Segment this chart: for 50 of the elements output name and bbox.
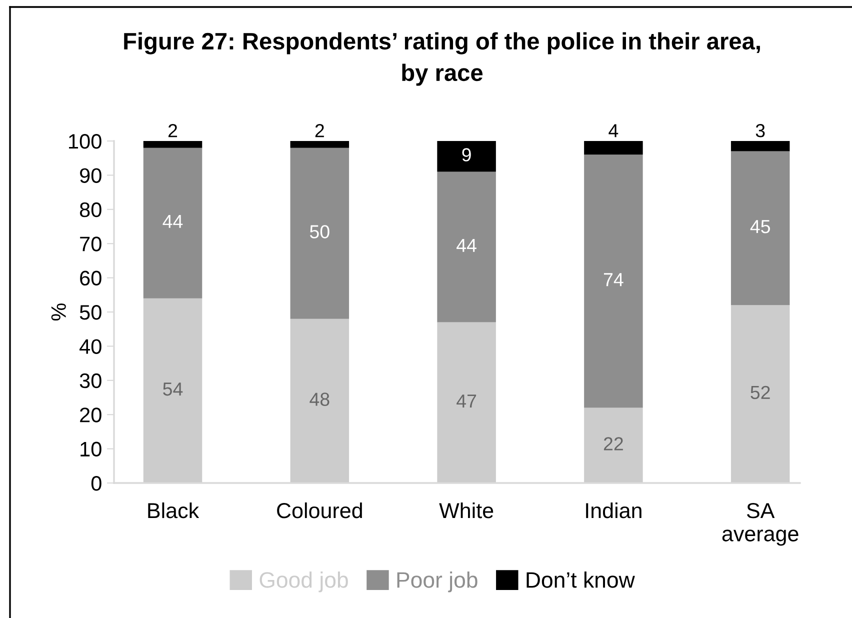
y-tick-label: 0: [91, 476, 102, 491]
y-tick-label: 20: [80, 408, 102, 422]
data-label: 9: [462, 148, 471, 162]
y-tick-label: 10: [80, 442, 102, 457]
chart-title: Figure 27: Respondents’ rating of the police in their area, by race: [124, 32, 760, 86]
y-tick-label: 40: [80, 339, 102, 354]
x-tick-label: Indian: [586, 502, 642, 518]
legend-label: Don’t know: [526, 572, 635, 588]
legend-label: Poor job: [397, 572, 478, 592]
bar: [437, 322, 496, 483]
bar: [730, 141, 790, 152]
bar: [143, 141, 202, 148]
x-tick-label: Coloured: [277, 502, 362, 518]
data-label: 2: [315, 124, 324, 138]
data-label: 54: [163, 382, 183, 396]
bar: [290, 318, 350, 483]
data-label: 50: [310, 225, 330, 238]
data-label: 52: [750, 386, 770, 400]
bar: [730, 305, 790, 483]
y-tick-label: 90: [80, 168, 102, 183]
data-label: 3: [756, 124, 765, 138]
data-label: 44: [162, 215, 183, 228]
bar: [437, 172, 496, 322]
bar: [584, 141, 643, 155]
x-tick-label: White: [439, 502, 494, 518]
data-label: 47: [456, 394, 476, 408]
data-label: 48: [310, 392, 330, 406]
y-tick-label: 30: [80, 373, 102, 388]
bar: [584, 408, 643, 483]
bar: [143, 148, 202, 298]
bar: [584, 154, 643, 408]
y-tick-label: 50: [80, 305, 102, 320]
bar: [437, 141, 496, 172]
data-label: 74: [604, 273, 624, 286]
data-label: 45: [750, 220, 770, 234]
bar: [143, 298, 202, 483]
y-tick-label: 80: [80, 202, 102, 218]
x-tick-label: Black: [148, 502, 200, 518]
bar: [730, 151, 790, 306]
bar: [290, 148, 350, 319]
y-tick-label: 60: [80, 270, 102, 286]
bar: [290, 141, 350, 148]
data-label: 44: [456, 238, 476, 252]
y-tick-label: 70: [80, 236, 102, 252]
data-label: 22: [604, 437, 623, 450]
data-label: 4: [608, 124, 618, 138]
data-label: 2: [168, 124, 178, 138]
y-axis-title: %: [51, 303, 66, 321]
y-tick-label: 100: [69, 134, 102, 149]
x-tick-label: SA average: [722, 503, 798, 546]
